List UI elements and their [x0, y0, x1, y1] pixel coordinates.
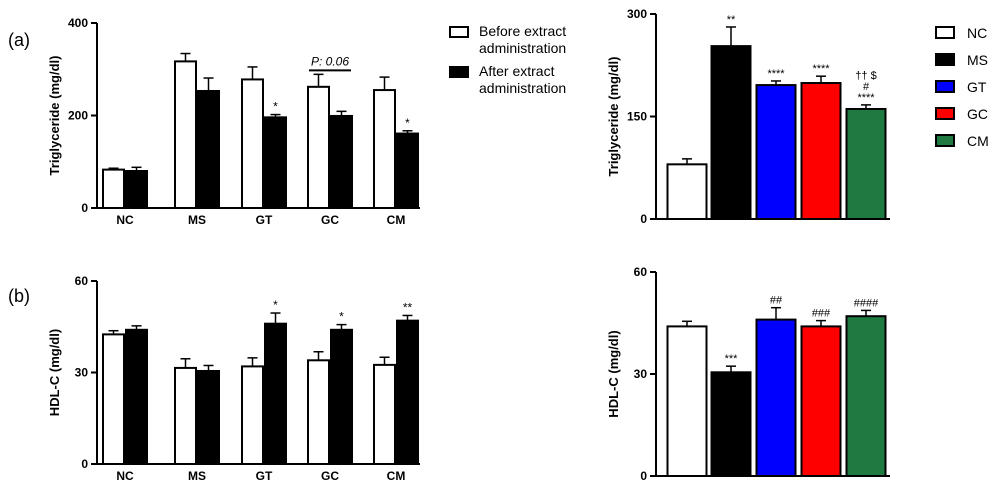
- b-left-sig-0: *: [273, 298, 278, 312]
- a-right-ytick-label-2: 300: [627, 7, 647, 21]
- a-right-bar-nc: [666, 163, 708, 220]
- panel-label-b: (b): [8, 286, 30, 306]
- b-left-bar-gt-after: [264, 322, 287, 466]
- legend-label-gc: GC: [967, 105, 988, 122]
- legend-swatch-nc: [935, 26, 955, 39]
- legend-swatch-ms: [935, 53, 955, 66]
- a-left-bar-ms-after: [197, 89, 220, 209]
- a-right-sig-gt-0: ****: [767, 68, 785, 80]
- a-right-ytick-label-0: 0: [640, 212, 647, 226]
- legend-item-nc: NC: [935, 19, 989, 46]
- b-right-sig-gc-0: ###: [812, 308, 831, 320]
- a-right-sig-cm-0: ****: [857, 92, 875, 104]
- legend-label-ms: MS: [967, 51, 988, 68]
- legend-right: NC MS GT GC CM: [935, 19, 989, 154]
- a-left-bar-gt-after: [264, 116, 287, 209]
- legend-swatch-gt: [935, 80, 955, 93]
- b-left-sig-2: **: [403, 300, 413, 314]
- b-left-bar-nc-before: [102, 333, 125, 465]
- a-left-y-axis-label: Triglyceride (mg/dl): [47, 56, 62, 176]
- a-left-sig-0: *: [273, 100, 278, 114]
- b-left-bar-ms-before: [174, 366, 197, 465]
- b-left-bar-gc-before: [307, 359, 330, 465]
- b-right-sig-cm-0: ####: [854, 297, 879, 309]
- a-left-bar-ms-before: [174, 60, 197, 210]
- b-left-xtick-gt: GT: [256, 469, 273, 483]
- a-right-bar-cm: [845, 107, 887, 220]
- a-right-bar-gc: [800, 82, 842, 221]
- b-left-xtick-ms: MS: [188, 469, 206, 483]
- a-left-ytick-label-0: 0: [81, 201, 88, 215]
- b-left-ytick-label-1: 30: [75, 366, 89, 380]
- legend-label-cm: CM: [967, 132, 989, 149]
- b-left-bar-ms-after: [197, 369, 220, 466]
- b-left-ytick-label-0: 0: [81, 457, 88, 471]
- b-right-y-axis-label: HDL-C (mg/dl): [606, 330, 621, 417]
- a-left-xtick-nc: NC: [116, 213, 134, 227]
- b-right-bar-gc: [800, 325, 842, 477]
- a-left-xtick-cm: CM: [387, 213, 406, 227]
- a-left-bar-nc-before: [102, 168, 125, 210]
- legend-item-after: After extract administration: [449, 63, 619, 97]
- legend-label-after: After extract administration: [479, 63, 567, 96]
- a-left-xtick-ms: MS: [188, 213, 206, 227]
- legend-swatch-gc: [935, 107, 955, 120]
- a-left-xtick-gc: GC: [321, 213, 339, 227]
- legend-item-before: Before extract administration: [449, 23, 619, 57]
- a-right-bar-ms: [710, 45, 752, 220]
- panel-label-a: (a): [8, 30, 30, 50]
- b-right-bar-cm: [845, 315, 887, 478]
- a-left-sig-1: *: [405, 116, 410, 130]
- a-right-bar-gt: [755, 84, 797, 220]
- a-left-xtick-gt: GT: [256, 213, 273, 227]
- b-left-bar-nc-after: [125, 328, 148, 465]
- a-left-bar-gc-after: [330, 114, 353, 209]
- b-left-xtick-nc: NC: [116, 469, 134, 483]
- legend-label-before: Before extract administration: [479, 23, 567, 56]
- legend-swatch-cm: [935, 134, 955, 147]
- b-right-ytick-label-1: 30: [634, 367, 648, 381]
- legend-left: Before extract administration After extr…: [449, 23, 619, 103]
- b-right-sig-gt-0: ##: [770, 295, 783, 307]
- b-left-bar-gt-before: [241, 365, 264, 465]
- b-right-bar-gt: [755, 318, 797, 477]
- a-left-bar-gc-before: [307, 85, 330, 209]
- legend-item-cm: CM: [935, 127, 989, 154]
- a-left-ytick-label-1: 200: [68, 109, 88, 123]
- legend-label-nc: NC: [967, 24, 988, 41]
- legend-swatch-after: [449, 66, 469, 78]
- legend-swatch-before: [449, 26, 469, 38]
- a-left-ytick-label-2: 400: [68, 16, 88, 30]
- a-right-sig-ms-0: **: [727, 14, 736, 26]
- b-right-sig-ms-0: ***: [725, 353, 739, 365]
- b-right-ytick-label-2: 60: [634, 265, 648, 279]
- b-right-bar-ms: [710, 371, 752, 477]
- b-right-bar-nc: [666, 325, 708, 477]
- a-left-bar-cm-after: [396, 132, 419, 210]
- legend-item-gt: GT: [935, 73, 989, 100]
- a-left-bar-cm-before: [373, 89, 396, 209]
- b-left-bar-cm-after: [396, 319, 419, 465]
- a-right-sig-gc-0: ****: [812, 63, 830, 75]
- a-left-bar-nc-after: [125, 170, 148, 209]
- a-right-ytick-label-1: 150: [627, 110, 647, 124]
- b-left-xtick-cm: CM: [387, 469, 406, 483]
- b-right-ytick-label-0: 0: [640, 469, 647, 483]
- a-right-y-axis-label: Triglyceride (mg/dl): [606, 57, 621, 177]
- a-left-bar-gt-before: [241, 78, 264, 209]
- a-left-bracket-label: P: 0.06: [311, 54, 349, 68]
- b-left-y-axis-label: HDL-C (mg/dl): [47, 329, 62, 416]
- a-right-sig-cm-1: #: [863, 81, 870, 93]
- b-left-sig-1: *: [339, 310, 344, 324]
- b-left-ytick-label-2: 60: [75, 274, 89, 288]
- a-right-sig-cm-2: †† $: [855, 70, 876, 82]
- legend-item-ms: MS: [935, 46, 989, 73]
- b-left-xtick-gc: GC: [321, 469, 339, 483]
- b-left-bar-gc-after: [330, 328, 353, 465]
- legend-label-gt: GT: [967, 78, 987, 95]
- b-left-bar-cm-before: [373, 363, 396, 465]
- legend-item-gc: GC: [935, 100, 989, 127]
